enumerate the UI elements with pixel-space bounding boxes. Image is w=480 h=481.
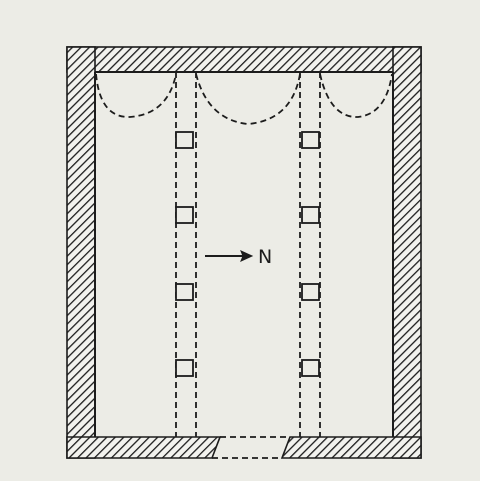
wall-right — [392, 46, 422, 459]
wall-bottom-right — [280, 436, 422, 459]
entrance-gap — [212, 436, 290, 459]
north-label: N — [258, 246, 272, 268]
wall-top — [66, 46, 422, 73]
arch-right — [319, 73, 393, 118]
arch-middle — [195, 73, 301, 125]
interior-outline — [94, 71, 394, 437]
pillar — [175, 283, 194, 301]
pillar — [175, 206, 194, 224]
pillar — [301, 283, 320, 301]
pillar — [175, 359, 194, 377]
pillar — [301, 359, 320, 377]
vault-arches — [95, 73, 393, 125]
pillar — [175, 131, 194, 149]
wall-bottom-left — [66, 436, 222, 459]
wall-left — [66, 46, 96, 459]
pillars — [175, 131, 320, 377]
pillar — [301, 206, 320, 224]
north-arrow-icon — [240, 250, 254, 262]
arch-left — [95, 73, 177, 118]
walls — [66, 46, 422, 459]
north-arrow — [205, 250, 254, 262]
pillar — [301, 131, 320, 149]
